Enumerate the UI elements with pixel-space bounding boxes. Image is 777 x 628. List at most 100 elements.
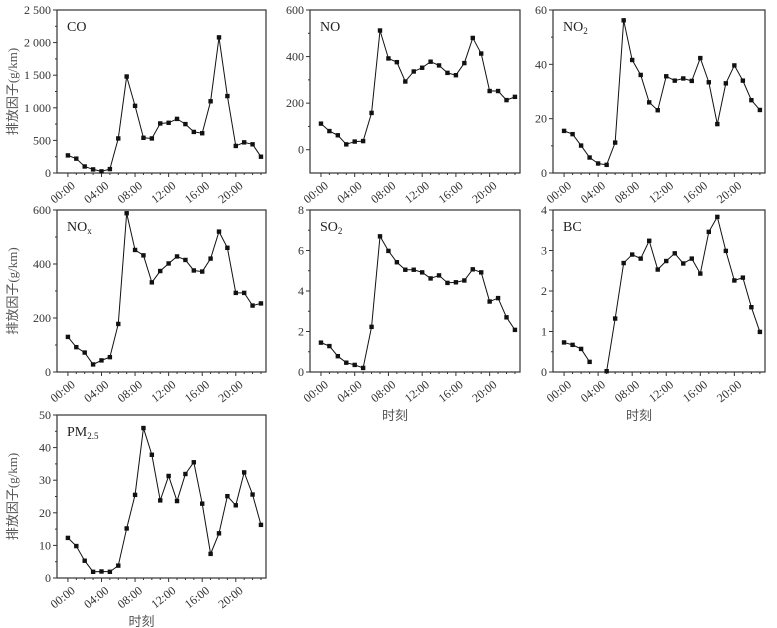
y-tick-label: 0 <box>298 365 304 379</box>
data-point <box>647 238 652 243</box>
data-point <box>158 268 163 274</box>
x-tick-label: 20:00 <box>469 178 499 206</box>
data-point <box>436 273 442 278</box>
x-tick-label: 00:00 <box>48 178 78 206</box>
data-point <box>655 267 660 272</box>
x-axis-label: 时刻 <box>626 408 652 423</box>
data-point <box>327 128 332 134</box>
data-point <box>208 256 213 261</box>
data-point <box>638 72 643 78</box>
data-point <box>191 460 197 465</box>
series-line <box>563 20 761 166</box>
data-point <box>681 261 686 266</box>
data-point <box>698 271 703 276</box>
data-point <box>595 161 601 166</box>
y-tick-label: 1 <box>541 325 547 339</box>
data-point <box>470 35 475 41</box>
panel-title-main: SO <box>320 220 338 235</box>
data-point <box>335 354 341 359</box>
data-point <box>689 78 694 84</box>
x-tick-label: 12:00 <box>148 583 178 611</box>
x-tick-label: 12:00 <box>646 178 676 206</box>
data-point <box>419 65 425 70</box>
x-tick-label: 00:00 <box>301 377 331 405</box>
x-tick-label: 08:00 <box>612 377 642 405</box>
x-tick-label: 16:00 <box>436 178 466 206</box>
data-point <box>470 267 475 272</box>
data-point <box>200 501 205 506</box>
panel-title-main: PM <box>67 425 88 440</box>
series-line <box>606 215 761 372</box>
y-tick-label: 500 <box>33 133 51 147</box>
data-point <box>757 107 763 113</box>
x-tick-label: 00:00 <box>301 178 331 206</box>
data-point <box>445 70 450 76</box>
data-point <box>191 129 197 135</box>
x-tick-label: 08:00 <box>612 178 642 206</box>
y-tick-label: 400 <box>33 257 51 271</box>
y-tick-label: 20 <box>39 506 51 520</box>
x-tick-label: 04:00 <box>334 178 364 206</box>
data-point <box>191 268 197 273</box>
data-point <box>258 522 264 528</box>
data-point <box>99 569 104 574</box>
panel-title-subscript: x <box>87 226 92 236</box>
y-tick-label: 4 <box>541 203 547 217</box>
data-point <box>664 74 669 79</box>
y-tick-label: 2 <box>541 284 547 298</box>
data-point <box>90 362 96 367</box>
data-point <box>65 153 71 158</box>
x-tick-label: 16:00 <box>182 178 212 206</box>
y-tick-label: 0 <box>298 143 304 157</box>
panel-title-subscript: 2 <box>338 226 343 236</box>
data-point <box>65 334 71 340</box>
data-point <box>428 59 433 64</box>
data-point <box>250 142 255 147</box>
data-point <box>141 425 146 431</box>
series-line <box>67 427 262 573</box>
x-tick-label: 20:00 <box>714 377 744 405</box>
data-point <box>225 93 230 99</box>
data-point <box>612 140 618 145</box>
y-axis-label: 排放因子(g/km) <box>5 453 20 540</box>
data-point <box>681 76 686 81</box>
data-point <box>74 344 79 350</box>
data-point <box>327 343 332 349</box>
x-tick-label: 16:00 <box>436 377 466 405</box>
data-point <box>352 362 357 368</box>
x-tick-label: 12:00 <box>402 377 432 405</box>
data-point <box>740 78 746 83</box>
data-point <box>436 63 442 68</box>
panel-title-subscript: 2 <box>583 26 588 36</box>
y-tick-label: 400 <box>286 50 304 64</box>
y-tick-label: 0 <box>541 365 547 379</box>
data-point <box>216 229 222 234</box>
data-point <box>369 110 374 116</box>
data-point <box>612 316 618 321</box>
x-tick-label: 04:00 <box>81 377 111 405</box>
data-point <box>116 136 121 141</box>
x-tick-label: 08:00 <box>115 583 145 611</box>
data-point <box>158 498 163 503</box>
y-tick-label: 30 <box>39 473 51 487</box>
data-point <box>107 354 113 360</box>
data-point <box>166 261 171 266</box>
panel-title: NOx <box>67 220 92 236</box>
data-point <box>241 470 247 475</box>
data-point <box>318 121 324 126</box>
data-point <box>107 569 113 575</box>
series-line <box>320 234 516 369</box>
panel-title: SO2 <box>320 220 342 236</box>
data-point <box>428 276 433 281</box>
data-point <box>82 558 87 563</box>
y-tick-label: 1 000 <box>24 101 51 115</box>
data-point <box>132 247 138 253</box>
y-tick-label: 8 <box>298 203 304 217</box>
data-point <box>166 120 171 125</box>
data-point <box>587 359 592 365</box>
x-tick-label: 04:00 <box>578 178 608 206</box>
data-point <box>629 57 635 63</box>
data-point <box>715 121 720 127</box>
